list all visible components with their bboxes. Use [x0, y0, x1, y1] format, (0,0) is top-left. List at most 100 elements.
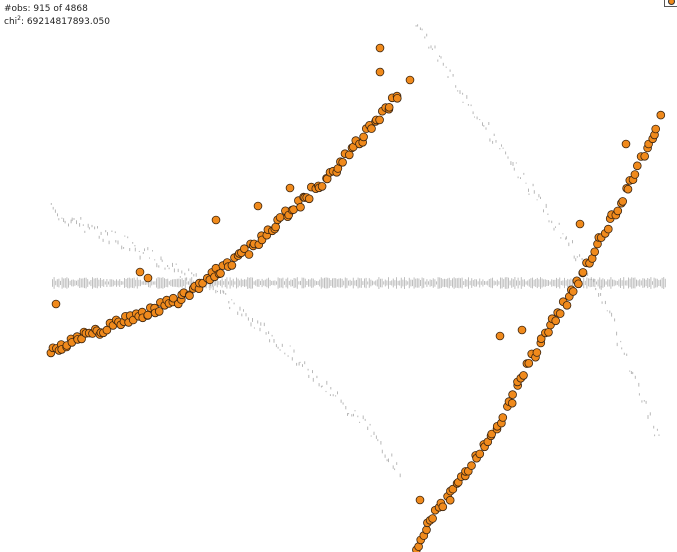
band-tick — [287, 277, 289, 289]
band-tick — [349, 279, 351, 287]
band-tick — [234, 281, 236, 285]
background-point — [215, 289, 217, 294]
band-tick — [560, 280, 562, 285]
band-tick — [461, 277, 463, 289]
background-point — [273, 339, 275, 343]
background-point — [467, 104, 469, 106]
band-tick — [596, 281, 597, 285]
band-tick — [55, 280, 57, 286]
background-point — [308, 374, 310, 378]
band-tick — [535, 279, 537, 287]
band-tick — [303, 277, 305, 289]
band-tick — [554, 279, 556, 287]
background-point — [638, 393, 640, 396]
band-tick — [616, 281, 618, 285]
band-tick — [376, 279, 378, 287]
band-tick — [260, 280, 261, 285]
background-point — [501, 144, 502, 147]
observed-point — [143, 310, 153, 320]
background-point — [347, 413, 348, 416]
background-point — [495, 140, 497, 143]
background-point — [173, 268, 175, 273]
background-point — [320, 385, 322, 388]
band-tick — [559, 277, 561, 289]
band-tick — [213, 280, 215, 287]
band-tick — [248, 277, 250, 289]
band-tick — [431, 279, 433, 287]
band-tick — [344, 277, 346, 289]
background-point — [144, 248, 145, 252]
band-tick — [506, 277, 508, 289]
band-tick — [650, 277, 652, 289]
chi-square: chi2: 69214817893.050 — [4, 15, 110, 28]
band-tick — [477, 281, 479, 285]
observed-point — [574, 279, 583, 289]
band-tick — [567, 278, 569, 288]
background-point — [457, 90, 459, 92]
background-point — [364, 418, 366, 421]
background-point — [380, 441, 382, 445]
background-point — [223, 291, 225, 294]
band-tick — [116, 279, 117, 287]
observed-point — [296, 202, 305, 212]
band-tick — [125, 279, 127, 288]
band-tick — [434, 279, 436, 287]
obs-label: #obs: — [4, 4, 31, 14]
background-point — [293, 349, 295, 353]
observed-point — [154, 307, 164, 316]
observed-point — [508, 390, 517, 399]
band-tick — [274, 280, 276, 286]
observed-point — [169, 293, 178, 303]
background-point — [623, 352, 625, 355]
background-point — [304, 361, 306, 365]
background-point — [247, 317, 249, 321]
background-point — [581, 258, 583, 261]
band-tick — [216, 278, 218, 288]
band-tick — [60, 280, 61, 285]
band-tick — [439, 277, 441, 289]
band-tick — [245, 279, 247, 287]
background-point — [257, 320, 259, 324]
band-tick — [656, 278, 658, 288]
background-point — [499, 148, 501, 150]
observed-point — [51, 299, 61, 309]
background-point — [517, 176, 519, 179]
band-tick — [224, 279, 226, 288]
band-tick — [594, 279, 596, 288]
band-tick — [141, 281, 143, 285]
band-tick — [541, 278, 543, 288]
background-point — [462, 92, 464, 95]
background-point — [259, 327, 261, 332]
band-tick — [488, 279, 490, 288]
background-point — [129, 248, 131, 252]
band-tick — [292, 279, 293, 287]
background-point — [551, 220, 553, 224]
background-point — [252, 318, 253, 322]
band-tick — [327, 277, 329, 289]
band-tick — [308, 279, 309, 287]
background-point — [134, 247, 136, 252]
band-tick — [424, 281, 426, 285]
band-tick — [114, 280, 116, 286]
band-tick — [312, 278, 314, 288]
band-tick — [636, 279, 637, 287]
band-tick — [501, 277, 503, 289]
background-point — [70, 219, 72, 224]
observed-point — [244, 250, 254, 259]
band-tick — [456, 278, 458, 288]
band-tick — [175, 279, 177, 287]
band-tick — [413, 277, 415, 289]
background-point — [653, 425, 655, 429]
band-tick — [261, 278, 263, 288]
background-point — [547, 213, 549, 215]
background-point — [421, 28, 423, 31]
observed-point — [495, 331, 505, 341]
background-point — [440, 56, 442, 59]
band-tick — [663, 277, 665, 289]
band-tick — [148, 278, 149, 288]
background-point — [332, 394, 334, 397]
background-points — [50, 24, 660, 478]
background-point — [568, 242, 570, 247]
band-tick — [378, 277, 380, 289]
band-tick — [290, 279, 292, 287]
